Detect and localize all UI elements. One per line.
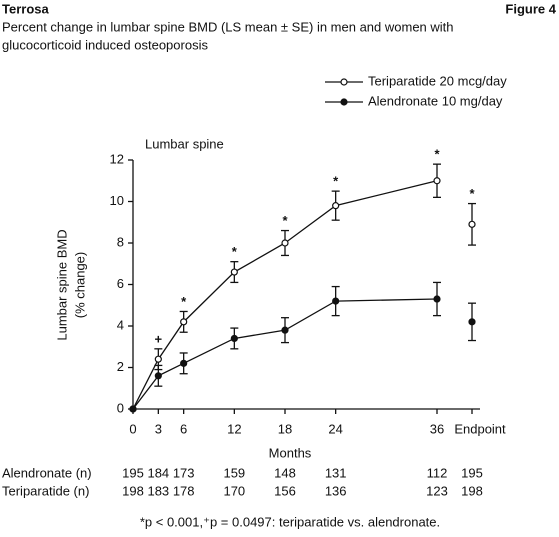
n-value: 136 [325, 483, 347, 498]
significance-mark: * [469, 186, 475, 201]
n-value: 183 [147, 483, 169, 498]
n-value: 173 [173, 465, 195, 480]
point [154, 372, 162, 380]
chart-title: glucocorticoid induced osteoporosis [2, 37, 208, 52]
n-value: 112 [427, 465, 448, 480]
x-tick-label: 0 [129, 421, 136, 436]
significance-mark: * [232, 244, 238, 259]
point [180, 359, 188, 367]
x-tick-label: 24 [328, 421, 342, 436]
n-value: 123 [426, 483, 448, 498]
point [230, 334, 238, 343]
point [154, 355, 162, 363]
y-tick-label: 8 [117, 234, 124, 249]
point [433, 295, 441, 303]
point [468, 318, 476, 326]
header: Terrosa [2, 1, 49, 16]
x-tick-label: 12 [227, 421, 241, 436]
n-value: 195 [122, 465, 144, 480]
significance-mark: * [434, 147, 440, 162]
point [332, 297, 340, 305]
point [180, 318, 188, 326]
point [129, 405, 137, 413]
figure-label: Figure 4 [505, 1, 556, 16]
point [281, 239, 289, 247]
footnote: *p < 0.001,⁺p = 0.0497: teriparatide vs.… [140, 514, 440, 529]
y-tick-label: 4 [117, 317, 124, 332]
point [433, 177, 441, 185]
legend-label: Alendronate 10 mg/day [368, 93, 503, 108]
point [230, 268, 238, 276]
y-tick-label: 0 [117, 400, 124, 415]
series-line [132, 298, 438, 410]
y-tick-label: 12 [110, 151, 124, 166]
n-value: 148 [274, 465, 296, 480]
n-value: 156 [274, 483, 296, 498]
significance-mark: * [333, 174, 339, 189]
point [332, 202, 340, 210]
significance-mark: * [181, 294, 187, 309]
x-axis-label: Months [269, 445, 312, 460]
n-value: 170 [223, 483, 245, 498]
x-tick-label: 3 [155, 421, 162, 436]
significance-mark: + [155, 331, 163, 346]
n-row-label: Teriparatide (n) [2, 483, 89, 498]
n-value: 198 [122, 483, 144, 498]
n-value: 198 [461, 483, 483, 498]
n-value: 184 [147, 465, 169, 480]
x-tick-label: Endpoint [454, 421, 506, 436]
legend-label: Teriparatide 20 mcg/day [368, 73, 507, 88]
significance-mark: * [282, 213, 288, 228]
n-row-label: Alendronate (n) [2, 465, 92, 480]
y-axis-label: Lumbar spine BMD [54, 229, 69, 340]
y-tick-label: 2 [117, 359, 124, 374]
n-value: 178 [173, 483, 195, 498]
point [281, 326, 289, 334]
y-tick-label: 10 [110, 193, 124, 208]
chart-title: Percent change in lumbar spine BMD (LS m… [2, 19, 454, 34]
point [468, 220, 476, 228]
x-tick-label: 6 [180, 421, 187, 436]
n-value: 131 [325, 465, 347, 480]
y-tick-label: 6 [117, 276, 124, 291]
x-tick-label: 18 [278, 421, 292, 436]
panel-title: Lumbar spine [145, 136, 224, 151]
y-axis-label: (% change) [72, 252, 87, 318]
x-tick-label: 36 [430, 421, 444, 436]
n-value: 159 [223, 465, 245, 480]
legend-marker [340, 98, 348, 106]
n-value: 195 [461, 465, 483, 480]
legend-marker [340, 78, 348, 86]
